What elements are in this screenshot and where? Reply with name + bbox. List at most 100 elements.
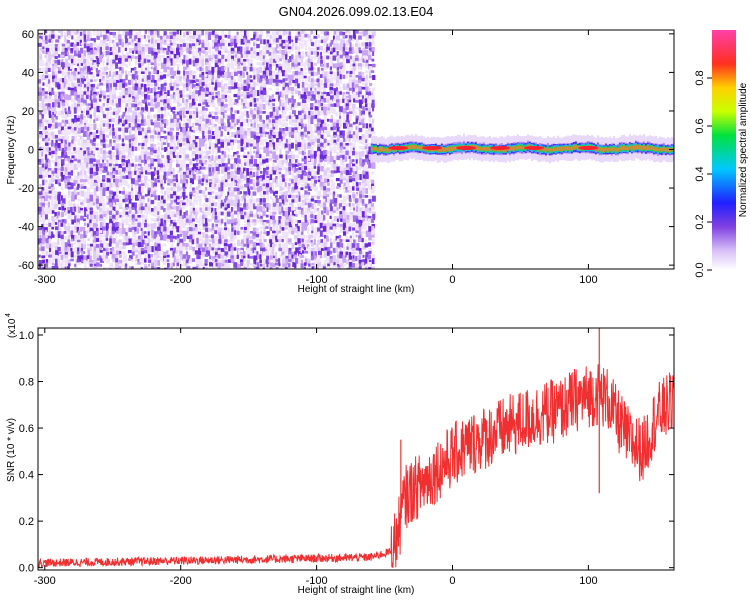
heatmap-cell	[208, 134, 212, 141]
heatmap-cell	[327, 118, 330, 122]
heatmap-cell	[175, 255, 179, 262]
heatmap-cell	[269, 174, 273, 181]
heatmap-cell	[157, 163, 162, 170]
heatmap-cell	[118, 182, 123, 187]
heatmap-cell	[282, 78, 286, 83]
heatmap-cell	[253, 266, 257, 269]
heatmap-cell	[176, 186, 180, 192]
heatmap-cell	[310, 198, 315, 202]
heatmap-cell	[90, 150, 95, 157]
heatmap-cell	[90, 31, 92, 39]
heatmap-cell	[259, 263, 264, 267]
heatmap-cell	[87, 175, 92, 180]
heatmap-cell	[253, 179, 256, 185]
heatmap-cell	[151, 38, 154, 45]
heatmap-cell	[92, 66, 97, 69]
heatmap-cell	[272, 134, 277, 139]
heatmap-cell	[177, 66, 179, 72]
heatmap-cell	[179, 195, 183, 199]
heatmap-cell	[220, 266, 225, 269]
heatmap-cell	[118, 30, 121, 36]
heatmap-cell	[137, 235, 142, 243]
heatmap-cell	[323, 54, 328, 60]
heatmap-cell	[217, 58, 222, 64]
heatmap-cell	[93, 226, 96, 230]
heatmap-cell	[255, 118, 259, 123]
heatmap-cell	[227, 266, 231, 269]
heatmap-cell	[157, 175, 160, 180]
heatmap-cell	[275, 38, 279, 43]
heatmap-cell	[201, 87, 206, 94]
heatmap-cell	[297, 226, 300, 232]
heatmap-cell	[330, 219, 334, 226]
heatmap-cell	[224, 55, 228, 61]
heatmap-cell	[313, 162, 316, 168]
heatmap-cell	[148, 51, 151, 54]
heatmap-cell	[122, 83, 125, 90]
heatmap-cell	[214, 82, 218, 88]
heatmap-cell	[183, 70, 186, 77]
heatmap-cell	[297, 83, 300, 89]
heatmap-cell	[99, 187, 103, 192]
heatmap-cell	[55, 179, 59, 185]
heatmap-cell	[244, 159, 249, 165]
heatmap-cell	[327, 83, 331, 88]
heatmap-cell	[271, 31, 276, 35]
heatmap-cell	[161, 195, 165, 200]
heatmap-cell	[323, 260, 326, 267]
heatmap-cell	[71, 135, 75, 141]
heatmap-cell	[263, 222, 268, 227]
heatmap-cell	[241, 243, 245, 247]
heatmap-cell	[258, 206, 263, 213]
heatmap-cell	[119, 254, 122, 258]
heatmap-cell	[51, 34, 55, 39]
heatmap-cell	[294, 127, 298, 133]
heatmap-cell	[214, 39, 218, 45]
heatmap-cell	[86, 131, 89, 136]
heatmap-cell	[74, 238, 79, 243]
heatmap-cell	[122, 242, 127, 246]
heatmap-cell	[314, 126, 319, 131]
heatmap-cell	[122, 78, 126, 86]
heatmap-cell	[48, 83, 51, 88]
heatmap-cell	[311, 230, 314, 234]
heatmap-cell	[137, 222, 141, 228]
heatmap-cell	[105, 126, 109, 132]
heatmap-cell	[144, 159, 147, 166]
heatmap-cell	[102, 47, 107, 50]
heatmap-cell	[198, 223, 202, 227]
heatmap-cell	[86, 158, 90, 165]
heatmap-cell	[208, 31, 212, 36]
heatmap-cell	[278, 243, 281, 248]
heatmap-cell	[330, 187, 334, 191]
heatmap-cell	[176, 90, 180, 96]
heatmap-cell	[80, 130, 83, 133]
heatmap-cell	[106, 155, 110, 158]
heatmap-cell	[272, 234, 276, 240]
heatmap-cell	[77, 262, 82, 265]
heatmap-cell	[52, 167, 55, 174]
heatmap-cell	[259, 94, 264, 101]
heatmap-cell	[93, 187, 97, 194]
heatmap-cell	[307, 91, 311, 98]
heatmap-cell	[51, 71, 55, 76]
heatmap-cell	[144, 179, 147, 184]
heatmap-cell	[294, 163, 299, 167]
heatmap-cell	[137, 38, 141, 43]
heatmap-cell	[301, 166, 304, 170]
heatmap-cell	[332, 98, 336, 102]
heatmap-cell	[92, 219, 97, 225]
heatmap-cell	[208, 187, 212, 191]
heatmap-cell	[230, 199, 234, 206]
heatmap-cell	[132, 35, 136, 41]
heatmap-cell	[176, 146, 179, 150]
heatmap-cell	[316, 196, 320, 200]
heatmap-cell	[272, 178, 277, 184]
heatmap-cell	[214, 215, 219, 223]
heatmap-cell	[45, 186, 48, 193]
heatmap-cell	[137, 123, 141, 130]
heatmap-cell	[134, 107, 139, 111]
heatmap-cell	[102, 247, 107, 252]
heatmap-cell	[272, 142, 276, 147]
heatmap-cell	[57, 102, 61, 108]
